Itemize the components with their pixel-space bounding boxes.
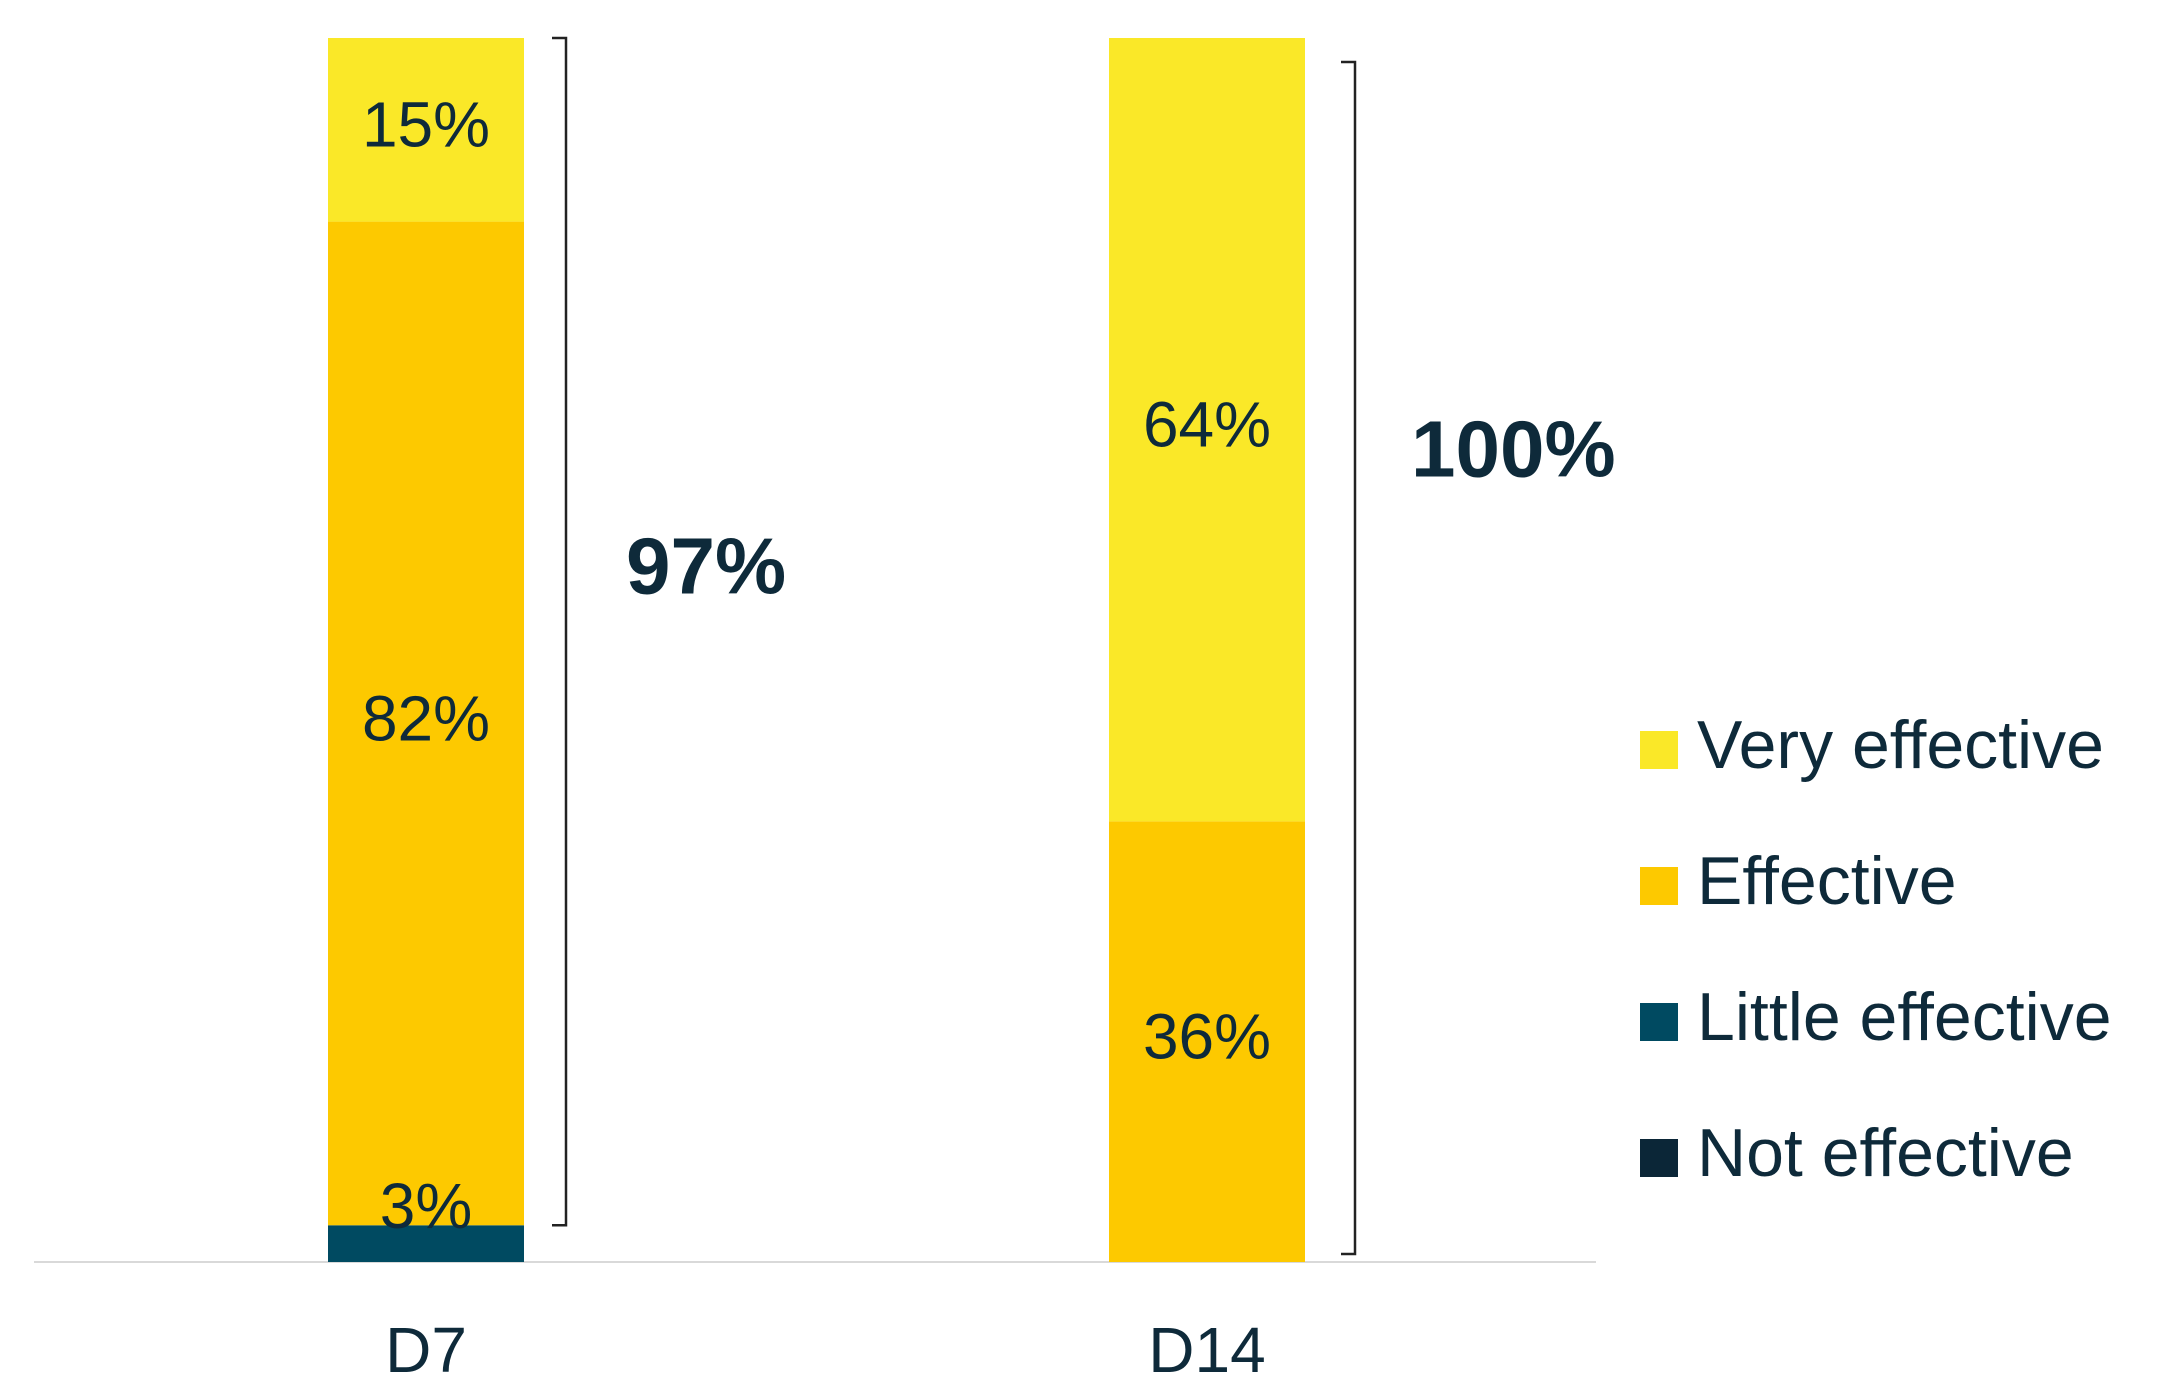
legend-label: Little effective (1697, 979, 2112, 1055)
data-label: 36% (1143, 1001, 1271, 1073)
data-label: 15% (362, 89, 490, 161)
legend-swatch (1640, 731, 1678, 769)
bar-segment (1109, 821, 1305, 1262)
legend-swatch (1640, 1003, 1678, 1041)
total-bracket (1341, 60, 1357, 1256)
total-bracket (552, 36, 568, 1227)
bar-segment (328, 221, 524, 1226)
data-label: 3% (380, 1170, 473, 1242)
data-label: 82% (362, 682, 490, 754)
bar-segment (1109, 38, 1305, 822)
x-tick-label: D14 (1148, 1314, 1265, 1386)
legend-label: Effective (1697, 843, 1957, 919)
data-label: 64% (1143, 389, 1271, 461)
total-label: 100% (1411, 404, 1616, 493)
total-label: 97% (626, 521, 786, 610)
legend-swatch (1640, 867, 1678, 905)
x-tick-label: D7 (385, 1314, 467, 1386)
legend-label: Very effective (1697, 707, 2104, 783)
bar-segment (328, 38, 524, 222)
legend-swatch (1640, 1139, 1678, 1177)
bar-segment (328, 1225, 524, 1262)
legend-label: Not effective (1697, 1115, 2074, 1191)
